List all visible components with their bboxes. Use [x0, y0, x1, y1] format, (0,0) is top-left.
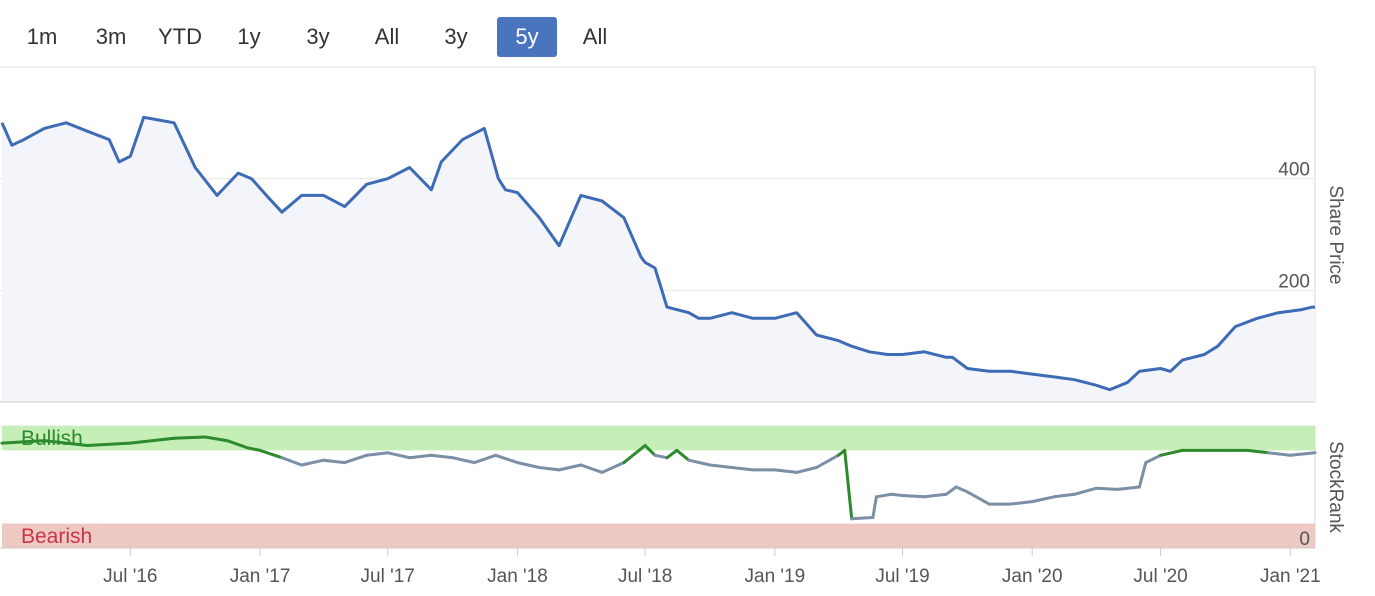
stockrank-line-segment — [516, 461, 541, 469]
stockrank-line-segment — [258, 448, 284, 460]
stockrank-line-segment — [246, 446, 262, 452]
x-tick-label: Jan '18 — [487, 566, 548, 587]
price-area-fill — [2, 117, 1315, 403]
x-tick-label: Jan '21 — [1260, 566, 1321, 587]
stockrank-line-segment — [579, 463, 604, 474]
range-button-3m[interactable]: 3m — [95, 24, 127, 49]
stockrank-line-segment — [203, 435, 229, 443]
range-button-1y[interactable]: 1y — [237, 24, 261, 49]
stockrank-line-segment — [874, 492, 893, 499]
bearish-band — [2, 523, 1315, 548]
stockrank-line-segment — [429, 453, 455, 460]
range-button-5y[interactable]: 5y — [497, 17, 557, 57]
stockrank-line-segment — [889, 492, 904, 497]
stockrank-line-segment — [1073, 486, 1098, 496]
stockrank-line-segment — [687, 458, 712, 467]
stockrank-line-segment — [172, 435, 207, 440]
bullish-band-label: Bullish — [21, 427, 83, 450]
stockrank-line-segment — [1267, 451, 1292, 457]
bearish-band-label: Bearish — [21, 525, 92, 548]
stockrank-line-segment — [1245, 448, 1270, 455]
rank-y-axis-title: StockRank — [1325, 441, 1346, 533]
stockrank-line-segment — [225, 439, 250, 450]
stockrank-line-segment — [795, 466, 818, 474]
stockrank-line-segment — [653, 453, 669, 460]
x-tick-label: Jul '18 — [618, 566, 672, 587]
stockrank-line-segment — [922, 492, 948, 499]
stockrank-line-segment — [730, 466, 755, 472]
x-tick-label: Jan '17 — [230, 566, 291, 587]
stockrank-line-segment — [600, 461, 626, 474]
stockrank-line-segment — [708, 463, 734, 469]
stockrank-line-segment — [85, 441, 132, 447]
stockrank-line-segment — [557, 463, 583, 472]
stockrank-line-segment — [665, 448, 679, 460]
stockrank-line-segment — [1030, 495, 1056, 504]
range-button-all[interactable]: All — [374, 24, 400, 49]
stockrank-line-segment — [944, 485, 958, 496]
stockrank-line-segment — [365, 451, 390, 457]
stockrank-line-segment — [643, 444, 657, 457]
stockrank-line-segment — [622, 444, 647, 465]
range-button-ytd[interactable]: YTD — [158, 24, 202, 49]
stockrank-line-segment — [1094, 486, 1120, 491]
stockrank-line-segment — [843, 448, 854, 521]
range-button-1m[interactable]: 1m — [26, 24, 58, 49]
stockrank-line-segment — [322, 458, 347, 465]
price-y-tick-label: 400 — [1278, 160, 1310, 181]
stockrank-line-segment — [965, 490, 991, 506]
stockrank-line-segment — [954, 485, 969, 494]
stockrank-line-segment — [128, 436, 176, 445]
stockrank-line-segment — [537, 466, 561, 472]
x-tick-label: Jul '20 — [1133, 566, 1187, 587]
stockrank-line-segment — [815, 453, 840, 469]
stockrank-line-segment — [451, 456, 476, 465]
stockrank-line-segment — [343, 453, 369, 465]
stockrank-line-segment — [1144, 453, 1163, 465]
price-line — [0, 115, 1315, 392]
stockrank-line-segment — [1159, 448, 1184, 457]
range-button-all-second[interactable]: All — [582, 24, 608, 49]
stockrank-line-segment — [300, 458, 326, 467]
x-tick-label: Jan '19 — [745, 566, 806, 587]
stockrank-line-segment — [1137, 461, 1148, 489]
stockrank-line-segment — [473, 453, 498, 465]
x-tick-label: Jul '19 — [875, 566, 929, 587]
stockrank-line-segment — [1052, 492, 1076, 499]
stockrank-line-segment — [901, 494, 926, 499]
stockrank-line-segment — [850, 516, 875, 521]
price-y-tick-label: 200 — [1278, 271, 1310, 292]
stockrank-line-segment — [773, 468, 799, 474]
x-tick-label: Jul '16 — [103, 566, 157, 587]
stockrank-line-segment — [408, 453, 433, 460]
x-tick-label: Jan '20 — [1002, 566, 1063, 587]
stockrank-line-segment — [871, 495, 878, 519]
range-button-3y-second[interactable]: 3y — [444, 24, 468, 49]
stockrank-line-segment — [42, 439, 89, 447]
stockrank-line-segment — [0, 439, 46, 445]
stockrank-line-segment — [1288, 451, 1317, 457]
stockrank-line-segment — [386, 451, 412, 460]
stockrank-line-segment — [494, 453, 519, 465]
range-button-3y[interactable]: 3y — [306, 24, 330, 49]
stockrank-line-segment — [280, 456, 304, 467]
price-y-axis-title: Share Price — [1325, 185, 1346, 284]
x-tick-label: Jul '17 — [361, 566, 415, 587]
rank-y-tick-label: 0 — [1299, 529, 1310, 550]
stockrank-line-segment — [1008, 500, 1034, 506]
stockrank-line-segment — [1116, 485, 1141, 491]
stockrank-line-segment — [675, 448, 691, 462]
